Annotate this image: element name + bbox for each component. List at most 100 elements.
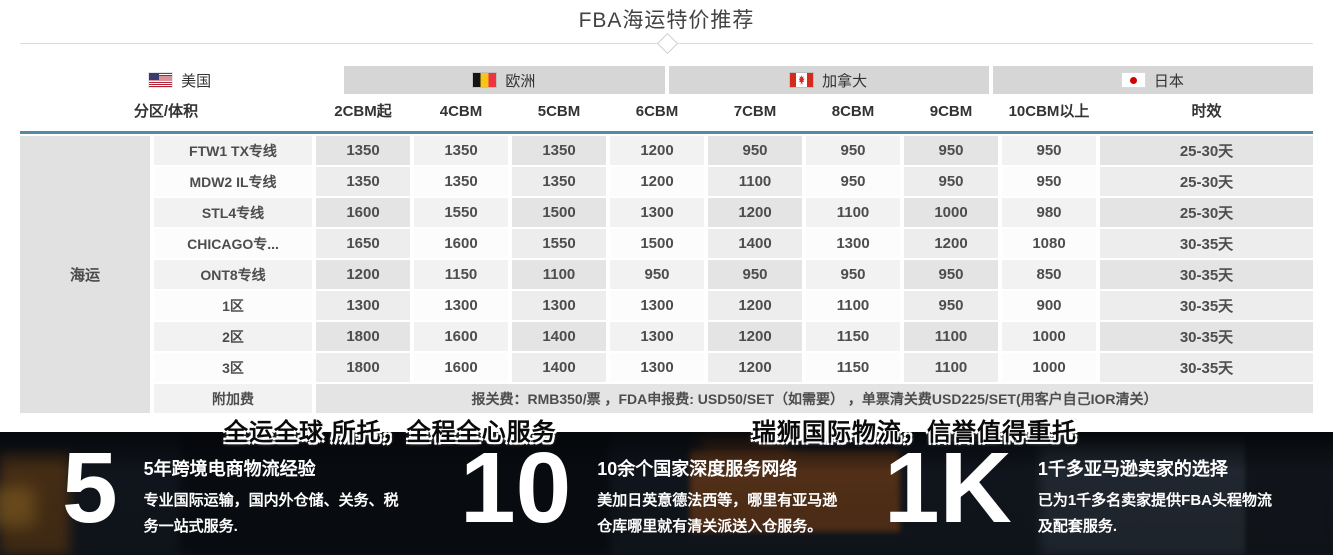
japan-flag-icon: [1121, 73, 1145, 87]
row-label: MDW2 IL专线: [154, 167, 312, 196]
price-cell: 1200: [610, 136, 704, 165]
price-cell: 1500: [610, 229, 704, 258]
price-cell: 1100: [806, 291, 900, 320]
stat-body: 已为1千多名卖家提供FBA头程物流及配套服务.: [1037, 492, 1273, 535]
row-label: STL4专线: [154, 198, 312, 227]
price-cell: 1100: [708, 167, 802, 196]
price-cell: 1350: [512, 167, 606, 196]
column-header: 6CBM: [635, 102, 679, 120]
price-cell: 950: [904, 136, 998, 165]
section-divider: [20, 32, 1313, 55]
price-cell: 1100: [806, 198, 900, 227]
canada-flag-icon: [790, 73, 814, 87]
price-cell: 950: [904, 260, 998, 289]
price-cell: 950: [1002, 167, 1096, 196]
stat-title: 5年跨境电商物流经验: [143, 459, 316, 479]
price-cell: 1150: [806, 353, 900, 382]
price-cell: 1300: [414, 291, 508, 320]
column-header: 7CBM: [733, 102, 777, 120]
price-cell: 1100: [904, 353, 998, 382]
lead-time-cell: 30-35天: [1100, 353, 1313, 382]
column-header: 5CBM: [537, 102, 581, 120]
tab-usa[interactable]: 美国: [20, 66, 341, 94]
stat-sellers: 1K 1千多亚马逊卖家的选择 已为1千多名卖家提供FBA头程物流及配套服务.: [884, 432, 1286, 544]
background-photo-patch: [0, 452, 70, 555]
corner-header: 分区/体积: [133, 102, 199, 120]
price-cell: 1200: [708, 322, 802, 351]
price-cell: 1200: [904, 229, 998, 258]
price-cell: 1000: [1002, 322, 1096, 351]
stat-title: 1千多亚马逊卖家的选择: [1037, 459, 1228, 479]
row-label: 1区: [154, 291, 312, 320]
belgium-flag-icon: [473, 73, 497, 87]
price-cell: 1200: [708, 291, 802, 320]
country-tabs: 美国 欧洲 加拿大 日本: [20, 66, 1313, 94]
tab-japan[interactable]: 日本: [992, 66, 1313, 94]
price-cell: 1300: [610, 353, 704, 382]
stat-title: 10余个国家深度服务网络: [597, 459, 798, 479]
price-cell: 950: [806, 136, 900, 165]
lead-time-cell: 25-30天: [1100, 136, 1313, 165]
price-cell: 1350: [414, 167, 508, 196]
price-cell: 1300: [806, 229, 900, 258]
slogan-right: 瑞狮国际物流，信誉值得重托: [752, 419, 1077, 446]
lead-time-cell: 30-35天: [1100, 291, 1313, 320]
price-cell: 850: [1002, 260, 1096, 289]
price-cell: 950: [904, 167, 998, 196]
tab-label: 欧洲: [505, 72, 536, 90]
tab-label: 日本: [1153, 72, 1184, 90]
row-group-label: 海运: [20, 136, 150, 413]
price-cell: 1400: [708, 229, 802, 258]
price-cell: 1200: [316, 260, 410, 289]
price-cell: 1350: [512, 136, 606, 165]
price-cell: 1100: [512, 260, 606, 289]
price-cell: 1300: [610, 322, 704, 351]
price-cell: 1200: [610, 167, 704, 196]
stat-countries: 10 10余个国家深度服务网络 美加日英意德法西等，哪里有亚马逊仓库哪里就有清关…: [460, 432, 839, 544]
header-accent-line: [20, 131, 1313, 134]
row-label: CHICAGO专...: [154, 229, 312, 258]
price-cell: 1600: [414, 229, 508, 258]
price-cell: 1600: [316, 198, 410, 227]
price-cell: 1080: [1002, 229, 1096, 258]
lead-time-cell: 25-30天: [1100, 167, 1313, 196]
price-cell: 1200: [708, 353, 802, 382]
price-cell: 1300: [610, 198, 704, 227]
stats-banner: 5 5年跨境电商物流经验 专业国际运输，国内外仓储、关务、税务一站式服务. 10…: [0, 432, 1333, 555]
price-cell: 1350: [414, 136, 508, 165]
price-cell: 1300: [610, 291, 704, 320]
tab-europe[interactable]: 欧洲: [344, 66, 665, 94]
price-cell: 1400: [512, 322, 606, 351]
row-label: 3区: [154, 353, 312, 382]
price-cell: 1800: [316, 322, 410, 351]
slogan-left: 全运全球 所托，全程全心服务: [224, 419, 557, 446]
price-cell: 1350: [316, 136, 410, 165]
page-title: FBA海运特价推荐: [578, 9, 755, 32]
lead-time-cell: 30-35天: [1100, 260, 1313, 289]
price-cell: 1650: [316, 229, 410, 258]
price-cell: 1200: [708, 198, 802, 227]
price-cell: 950: [610, 260, 704, 289]
price-cell: 900: [1002, 291, 1096, 320]
background-photo-patch: [0, 487, 35, 527]
price-cell: 1600: [414, 353, 508, 382]
price-table: 分区/体积 2CBM起 4CBM 5CBM 6CBM 7CBM 8CBM 9CBM 10CBM以…: [20, 95, 1313, 413]
price-cell: 1800: [316, 353, 410, 382]
us-flag-icon: [149, 73, 173, 87]
price-cell: 1150: [806, 322, 900, 351]
price-cell: 950: [708, 136, 802, 165]
tab-canada[interactable]: 加拿大: [668, 66, 989, 94]
price-cell: 1300: [512, 291, 606, 320]
column-header: 9CBM: [929, 102, 973, 120]
price-cell: 1500: [512, 198, 606, 227]
stat-number: 10: [460, 432, 572, 544]
stat-body: 专业国际运输，国内外仓储、关务、税务一站式服务.: [143, 492, 399, 535]
column-header: 10CBM以上: [1008, 102, 1090, 120]
price-cell: 1150: [414, 260, 508, 289]
stat-number: 1K: [884, 432, 1012, 544]
column-header: 时效: [1191, 102, 1222, 120]
lead-time-cell: 30-35天: [1100, 229, 1313, 258]
price-cell: 1300: [316, 291, 410, 320]
row-label: 2区: [154, 322, 312, 351]
